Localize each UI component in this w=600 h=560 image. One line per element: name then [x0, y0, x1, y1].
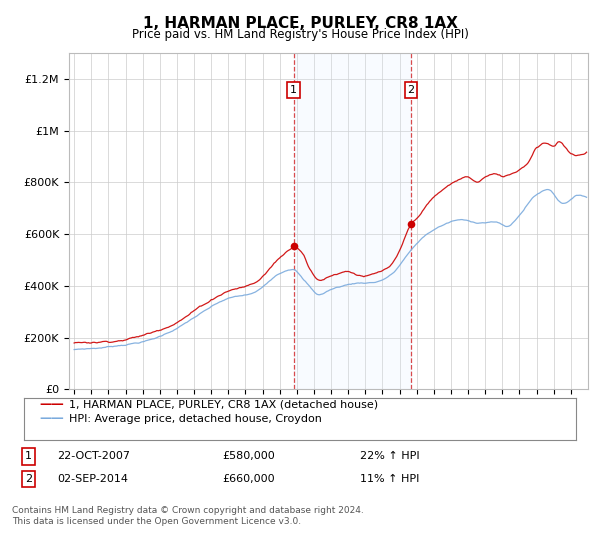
Text: 2: 2 [25, 474, 32, 484]
Text: 1: 1 [290, 85, 297, 95]
Text: Contains HM Land Registry data © Crown copyright and database right 2024.: Contains HM Land Registry data © Crown c… [12, 506, 364, 515]
Text: 11% ↑ HPI: 11% ↑ HPI [360, 474, 419, 484]
Text: 22% ↑ HPI: 22% ↑ HPI [360, 451, 419, 461]
Text: ——: —— [39, 398, 64, 411]
Text: 1: 1 [25, 451, 32, 461]
Text: This data is licensed under the Open Government Licence v3.0.: This data is licensed under the Open Gov… [12, 517, 301, 526]
Text: 02-SEP-2014: 02-SEP-2014 [57, 474, 128, 484]
Text: 22-OCT-2007: 22-OCT-2007 [57, 451, 130, 461]
Text: £580,000: £580,000 [222, 451, 275, 461]
Text: HPI: Average price, detached house, Croydon: HPI: Average price, detached house, Croy… [69, 414, 322, 424]
Text: £660,000: £660,000 [222, 474, 275, 484]
Text: Price paid vs. HM Land Registry's House Price Index (HPI): Price paid vs. HM Land Registry's House … [131, 28, 469, 41]
Bar [293, 53, 411, 389]
Text: ——: —— [39, 412, 64, 426]
Text: 1, HARMAN PLACE, PURLEY, CR8 1AX (detached house): 1, HARMAN PLACE, PURLEY, CR8 1AX (detach… [69, 399, 378, 409]
Text: 1, HARMAN PLACE, PURLEY, CR8 1AX: 1, HARMAN PLACE, PURLEY, CR8 1AX [143, 16, 457, 31]
Text: 2: 2 [407, 85, 415, 95]
